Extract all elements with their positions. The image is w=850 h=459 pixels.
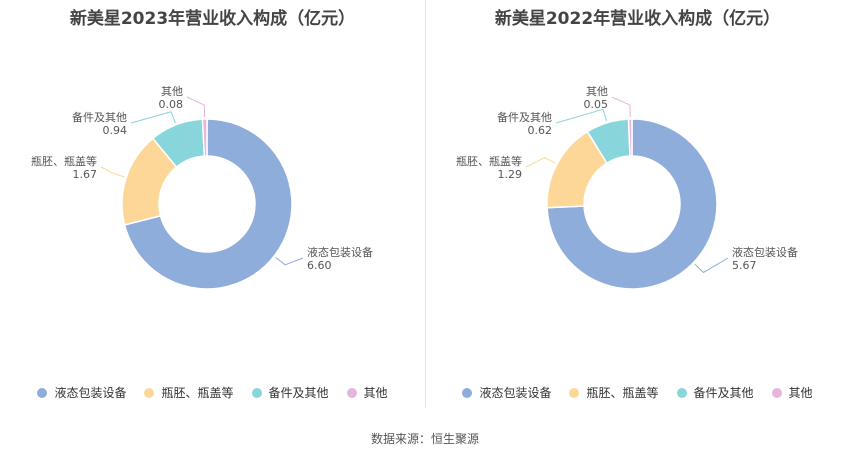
slice-category-label: 液态包装设备	[307, 245, 373, 259]
legend-swatch	[346, 387, 357, 398]
chart-panel-2022: 新美星2022年营业收入构成（亿元） 液态包装设备 5.67 瓶胚、瓶盖等 1.29 备…	[425, 0, 850, 410]
legend-label: 其他	[788, 386, 813, 400]
legend-label: 备件及其他	[693, 386, 754, 400]
slice-value-label: 0.94	[103, 124, 128, 137]
legend-label: 其他	[363, 386, 388, 400]
slice-category-label: 其他	[161, 85, 183, 98]
legend-item-preforms-caps[interactable]: 瓶胚、瓶盖等	[569, 384, 659, 401]
legend-label: 瓶胚、瓶盖等	[161, 386, 234, 400]
legend-item-liquid-packaging[interactable]: 液态包装设备	[462, 384, 551, 401]
panel-divider	[425, 0, 426, 408]
legend-swatch	[144, 387, 155, 398]
slice-value-label: 1.29	[498, 168, 523, 181]
legend-swatch	[676, 387, 687, 398]
leader-line-2	[130, 111, 176, 124]
legend-label: 液态包装设备	[479, 386, 552, 400]
chart-title-2022: 新美星2022年营业收入构成（亿元）	[494, 9, 781, 29]
slice-category-label: 备件及其他	[72, 110, 127, 124]
leader-line-2	[555, 108, 608, 124]
legend-item-other[interactable]: 其他	[346, 384, 388, 401]
legend-item-spare-parts[interactable]: 备件及其他	[676, 384, 754, 401]
slice-category-label: 备件及其他	[497, 110, 552, 124]
chart-title-2023: 新美星2023年营业收入构成（亿元）	[69, 9, 356, 29]
slice-category-label: 其他	[586, 85, 608, 98]
slice-category-label: 液态包装设备	[732, 245, 798, 259]
legend-item-liquid-packaging[interactable]: 液态包装设备	[37, 384, 126, 401]
legend-2022: 液态包装设备 瓶胚、瓶盖等 备件及其他 其他	[425, 384, 850, 401]
slice-value-label: 0.05	[584, 98, 609, 111]
donut-slice-0[interactable]	[546, 118, 718, 290]
legend-label: 备件及其他	[268, 386, 329, 400]
legend-2023: 液态包装设备 瓶胚、瓶盖等 备件及其他 其他	[0, 384, 425, 401]
leader-line-1	[100, 166, 125, 178]
legend-swatch	[569, 387, 580, 398]
slice-value-label: 1.67	[73, 168, 98, 181]
legend-swatch	[251, 387, 262, 398]
slice-value-label: 0.08	[159, 98, 184, 111]
leader-line-1	[525, 157, 556, 168]
leader-line-0	[694, 257, 729, 274]
legend-swatch	[462, 387, 473, 398]
slice-value-label: 6.60	[307, 259, 332, 272]
donut-slice-0[interactable]	[123, 118, 293, 290]
slice-category-label: 瓶胚、瓶盖等	[31, 154, 97, 168]
chart-panel-2023: 新美星2023年营业收入构成（亿元） 液态包装设备 6.60 瓶胚、瓶盖等 1.67 备…	[0, 0, 425, 410]
data-source-note: 数据来源：恒生聚源	[370, 432, 479, 446]
legend-swatch	[771, 387, 782, 398]
leader-line-0	[275, 257, 304, 266]
legend-item-other[interactable]: 其他	[771, 384, 813, 401]
slice-category-label: 瓶胚、瓶盖等	[456, 154, 522, 168]
donut-slice-3[interactable]	[201, 118, 208, 157]
leader-line-3	[186, 96, 206, 118]
slice-value-label: 5.67	[732, 259, 757, 272]
legend-label: 瓶胚、瓶盖等	[586, 386, 659, 400]
legend-item-spare-parts[interactable]: 备件及其他	[251, 384, 329, 401]
legend-swatch	[37, 387, 48, 398]
legend-item-preforms-caps[interactable]: 瓶胚、瓶盖等	[144, 384, 234, 401]
legend-label: 液态包装设备	[54, 386, 127, 400]
leader-line-3	[611, 96, 631, 118]
donut-slice-3[interactable]	[627, 118, 633, 157]
slice-value-label: 0.62	[528, 124, 553, 137]
